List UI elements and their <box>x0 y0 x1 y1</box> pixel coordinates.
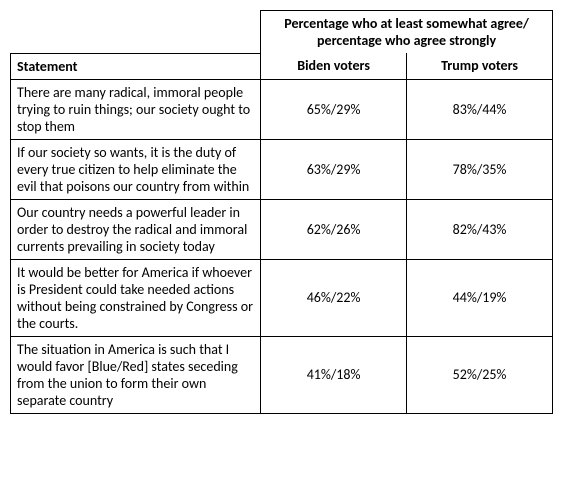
biden-value-cell: 41%/18% <box>261 336 407 413</box>
table-row: There are many radical, immoral people t… <box>11 79 553 139</box>
trump-value-cell: 44%/19% <box>407 259 553 336</box>
trump-value-cell: 82%/43% <box>407 199 553 259</box>
trump-value-cell: 78%/35% <box>407 139 553 199</box>
percentage-header: Percentage who at least somewhat agree/ … <box>261 11 553 54</box>
trump-column-header: Trump voters <box>407 53 553 79</box>
trump-value-cell: 52%/25% <box>407 336 553 413</box>
table-row: The situation in America is such that I … <box>11 336 553 413</box>
table-row: It would be better for America if whoeve… <box>11 259 553 336</box>
biden-value-cell: 46%/22% <box>261 259 407 336</box>
biden-value-cell: 63%/29% <box>261 139 407 199</box>
trump-value-cell: 83%/44% <box>407 79 553 139</box>
empty-header-cell <box>11 11 261 54</box>
table-body: There are many radical, immoral people t… <box>11 79 553 413</box>
biden-value-cell: 65%/29% <box>261 79 407 139</box>
table-row: If our society so wants, it is the duty … <box>11 139 553 199</box>
biden-value-cell: 62%/26% <box>261 199 407 259</box>
statement-cell: There are many radical, immoral people t… <box>11 79 261 139</box>
statement-column-header: Statement <box>11 53 261 79</box>
statement-cell: Our country needs a powerful leader in o… <box>11 199 261 259</box>
statement-cell: The situation in America is such that I … <box>11 336 261 413</box>
table-row: Our country needs a powerful leader in o… <box>11 199 553 259</box>
statement-cell: If our society so wants, it is the duty … <box>11 139 261 199</box>
biden-column-header: Biden voters <box>261 53 407 79</box>
statement-cell: It would be better for America if whoeve… <box>11 259 261 336</box>
survey-table: Percentage who at least somewhat agree/ … <box>10 10 553 414</box>
